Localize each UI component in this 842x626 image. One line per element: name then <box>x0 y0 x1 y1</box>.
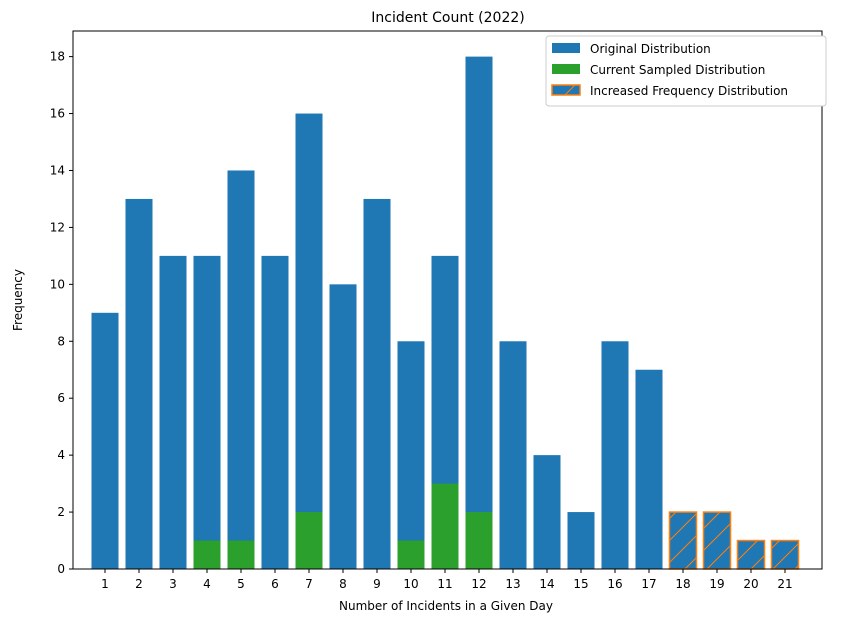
x-tick-label: 18 <box>675 577 690 591</box>
x-tick-label: 7 <box>305 577 313 591</box>
legend-swatch-3 <box>551 84 581 96</box>
bar-8-series-1 <box>329 284 357 569</box>
bar-5-series-1 <box>227 170 255 569</box>
y-axis-ticks: 0 2 4 6 8 10 12 14 16 18 <box>50 50 73 576</box>
x-tick-label: 14 <box>539 577 554 591</box>
y-tick-label: 8 <box>57 334 65 348</box>
bar-19-series-3 <box>702 511 732 570</box>
bar-6-series-1 <box>261 255 289 570</box>
x-tick-label: 16 <box>607 577 622 591</box>
bar-18-series-3 <box>668 511 698 570</box>
x-axis-label: Number of Incidents in a Given Day <box>339 599 553 613</box>
y-tick-label: 2 <box>57 505 65 519</box>
x-tick-label: 12 <box>471 577 486 591</box>
bar-9-series-1 <box>363 198 391 569</box>
bar-15-series-1 <box>567 512 595 569</box>
x-axis-ticks: 1 2 3 4 5 6 7 8 9 10 11 12 13 14 15 16 17 18 19 20 21 <box>101 569 793 591</box>
bar-3-series-1 <box>159 255 187 570</box>
x-tick-label: 21 <box>777 577 792 591</box>
legend-label-2: Current Sampled Distribution <box>590 63 765 77</box>
y-tick-label: 16 <box>50 107 65 121</box>
x-tick-label: 19 <box>709 577 724 591</box>
y-axis-label: Frequency <box>11 269 25 331</box>
y-tick-label: 6 <box>57 391 65 405</box>
bar-20-series-3 <box>736 539 766 570</box>
bar-1-series-1 <box>91 312 119 569</box>
bar-7-series-2 <box>295 512 323 569</box>
legend-label-1: Original Distribution <box>590 42 711 56</box>
bar-11-series-2 <box>431 483 459 569</box>
legend-box <box>545 35 827 107</box>
bar-4-series-2 <box>193 540 221 569</box>
y-tick-label: 18 <box>50 50 65 64</box>
x-tick-label: 2 <box>135 577 143 591</box>
x-tick-label: 10 <box>403 577 418 591</box>
bar-10-series-2 <box>397 540 425 569</box>
x-tick-label: 13 <box>505 577 520 591</box>
bar-13-series-1 <box>499 341 527 569</box>
x-tick-label: 15 <box>573 577 588 591</box>
bar-10-series-1 <box>397 341 425 569</box>
y-tick-label: 4 <box>57 448 65 462</box>
y-tick-label: 0 <box>57 562 65 576</box>
x-tick-label: 9 <box>373 577 381 591</box>
bar-16-series-1 <box>601 341 629 569</box>
y-tick-label: 14 <box>50 163 65 177</box>
bar-2-series-1 <box>125 198 153 569</box>
bar-7-series-1 <box>295 113 323 569</box>
y-tick-label: 10 <box>50 277 65 291</box>
y-tick-label: 12 <box>50 220 65 234</box>
plot-frame <box>72 30 823 570</box>
legend: Original Distribution Current Sampled Dis… <box>545 35 827 107</box>
x-tick-label: 8 <box>339 577 347 591</box>
legend-label-3: Increased Frequency Distribution <box>590 84 788 98</box>
bar-12-series-2 <box>465 512 493 569</box>
bars-layer <box>91 56 800 570</box>
legend-swatch-1 <box>552 43 580 53</box>
x-tick-label: 3 <box>169 577 177 591</box>
legend-swatch-2 <box>552 64 580 74</box>
bar-4-series-1 <box>193 255 221 570</box>
bar-12-series-1 <box>465 56 493 570</box>
bar-14-series-1 <box>533 455 561 569</box>
x-tick-label: 4 <box>203 577 211 591</box>
bar-17-series-1 <box>635 369 663 569</box>
x-tick-label: 11 <box>437 577 452 591</box>
x-tick-label: 17 <box>641 577 656 591</box>
x-tick-label: 5 <box>237 577 245 591</box>
x-tick-label: 20 <box>743 577 758 591</box>
bar-5-series-2 <box>227 540 255 569</box>
bar-21-series-3 <box>770 539 800 570</box>
chart-title: Incident Count (2022) <box>371 10 524 26</box>
x-tick-label: 6 <box>271 577 279 591</box>
x-tick-label: 1 <box>101 577 109 591</box>
